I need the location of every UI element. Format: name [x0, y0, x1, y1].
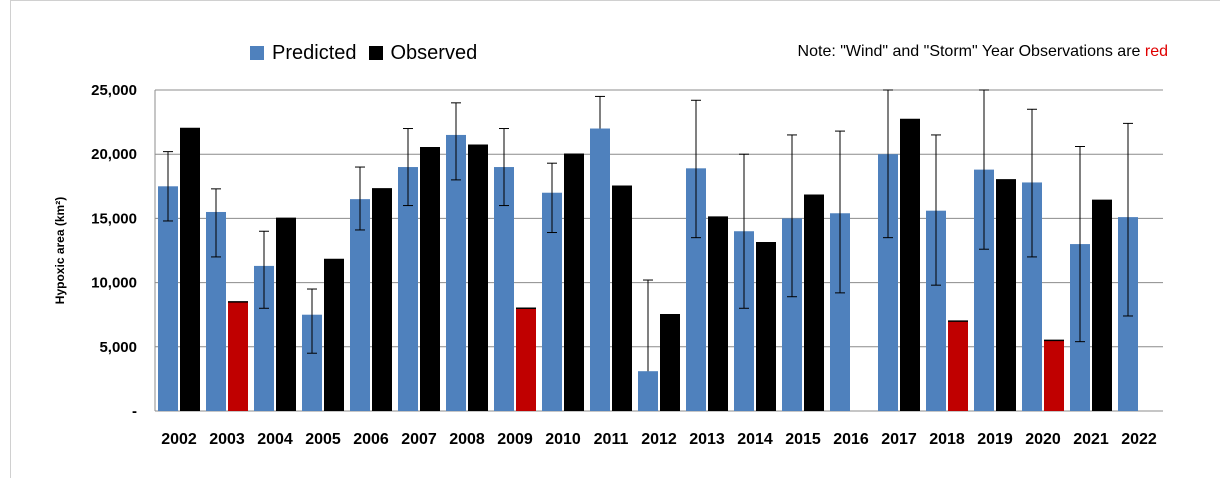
legend-swatch-observed — [368, 46, 383, 60]
bar-predicted — [542, 192, 562, 411]
y-tick-label: 15,000 — [91, 210, 137, 227]
bar-observed — [180, 128, 200, 411]
chart-legend: Predicted Observed — [250, 40, 489, 66]
y-tick-label: 5,000 — [99, 339, 137, 356]
legend-item-observed: Observed — [368, 41, 478, 65]
bar-observed — [660, 314, 680, 411]
x-tick-label: 2013 — [689, 431, 725, 448]
bar-observed — [468, 145, 488, 411]
bar-observed — [756, 242, 776, 411]
bar-observed — [324, 259, 344, 411]
bar-predicted — [350, 199, 370, 411]
bar-predicted — [638, 371, 658, 411]
chart-note: Note: "Wind" and "Storm" Year Observatio… — [798, 43, 1168, 61]
note-text: Note: "Wind" and "Storm" Year Observatio… — [797, 43, 1145, 60]
bar-observed — [372, 188, 392, 411]
y-tick-label: - — [132, 403, 137, 420]
bar-predicted — [590, 128, 610, 411]
x-tick-label: 2008 — [449, 431, 485, 448]
legend-label-predicted: Predicted — [272, 41, 357, 64]
bar-predicted — [686, 168, 706, 411]
x-tick-label: 2010 — [545, 431, 581, 448]
y-tick-label: 10,000 — [91, 275, 137, 292]
x-tick-label: 2022 — [1121, 431, 1157, 448]
bar-observed — [900, 119, 920, 412]
bar-predicted — [158, 186, 178, 411]
bar-observed — [516, 308, 536, 411]
x-tick-label: 2006 — [353, 431, 389, 448]
bar-observed — [1044, 340, 1064, 411]
legend-label-observed: Observed — [390, 41, 478, 64]
note-highlight: red — [1144, 43, 1168, 60]
x-tick-label: 2011 — [594, 431, 629, 448]
x-tick-label: 2018 — [929, 431, 965, 448]
y-axis-title: Hypoxic area (km²) — [53, 197, 67, 304]
x-tick-label: 2019 — [977, 431, 1013, 448]
bar-predicted — [734, 231, 754, 411]
bar-observed — [420, 147, 440, 411]
bar-predicted — [446, 134, 466, 411]
bar-observed — [948, 321, 968, 411]
x-tick-label: 2002 — [161, 431, 197, 448]
bar-observed — [1092, 200, 1112, 411]
bar-predicted — [974, 169, 994, 411]
bar-predicted — [782, 218, 802, 411]
x-tick-label: 2014 — [737, 431, 773, 448]
bar-predicted — [830, 213, 850, 411]
y-tick-label: 25,000 — [91, 82, 137, 99]
bar-predicted — [926, 210, 946, 411]
bar-observed — [804, 195, 824, 411]
bar-observed — [996, 179, 1016, 411]
legend-swatch-predicted — [250, 46, 264, 60]
bar-predicted — [302, 314, 322, 411]
bar-observed — [708, 217, 728, 411]
x-tick-label: 2009 — [497, 431, 533, 448]
x-tick-label: 2004 — [257, 431, 293, 448]
chart-frame — [10, 0, 1220, 478]
bar-observed — [564, 154, 584, 411]
bar-observed — [276, 218, 296, 411]
bar-observed — [612, 186, 632, 411]
y-tick-label: 20,000 — [91, 146, 137, 163]
x-tick-label: 2012 — [641, 431, 677, 448]
bar-predicted — [494, 167, 514, 411]
x-tick-label: 2003 — [209, 431, 245, 448]
x-tick-label: 2007 — [401, 431, 437, 448]
bar-predicted — [1022, 182, 1042, 411]
x-tick-label: 2021 — [1073, 431, 1109, 448]
x-tick-label: 2020 — [1025, 431, 1061, 448]
x-tick-label: 2015 — [785, 431, 821, 448]
legend-item-predicted: Predicted — [250, 42, 357, 65]
bar-predicted — [398, 167, 418, 411]
bar-predicted — [254, 265, 274, 411]
bar-observed — [228, 301, 248, 411]
x-tick-label: 2016 — [833, 431, 869, 448]
bar-predicted — [206, 211, 226, 411]
bar-predicted — [878, 154, 898, 411]
x-tick-label: 2017 — [881, 431, 917, 448]
x-tick-label: 2005 — [305, 431, 341, 448]
